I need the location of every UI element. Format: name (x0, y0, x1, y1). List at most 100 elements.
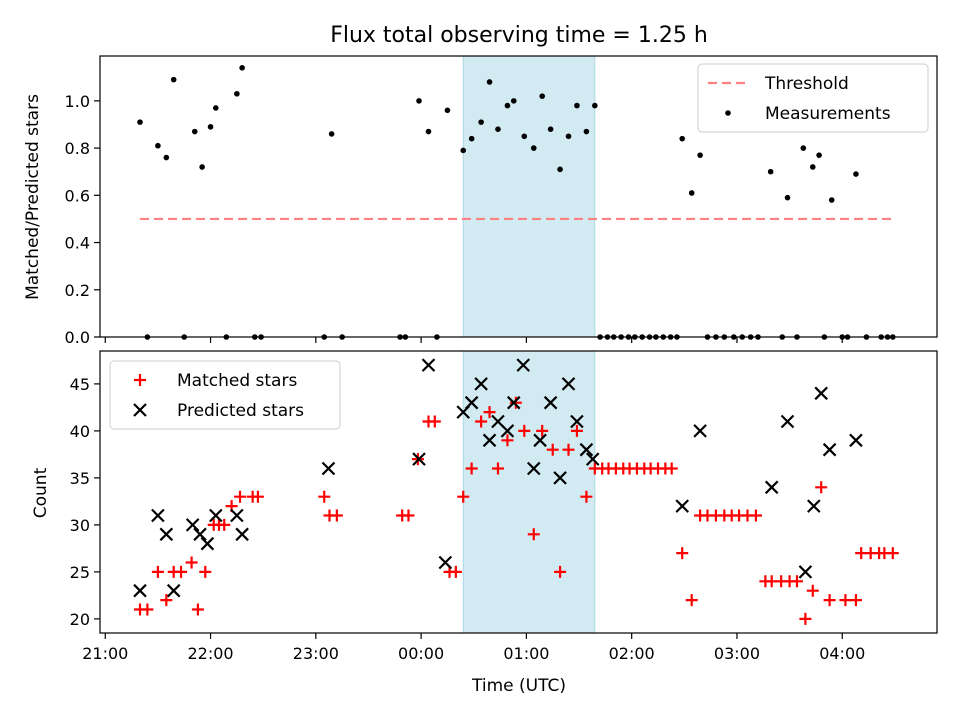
matched-star-point (501, 434, 514, 447)
matched-star-point (562, 443, 575, 456)
predicted-star-point (764, 480, 779, 495)
measurement-point (547, 126, 554, 133)
matched-star-point (518, 424, 531, 437)
legend-box (697, 63, 929, 133)
panel-counts: 20 25 30 35 40 45 21:00 22:00 23:00 00:00 01:00 02:… (70, 350, 938, 663)
predicted-star-point (321, 461, 336, 476)
legend-measurements-label: Measurements (765, 104, 891, 124)
matched-star-point (457, 490, 470, 503)
measurement-point (809, 164, 816, 170)
predicted-star-point (209, 508, 223, 523)
measurement-point (800, 145, 807, 151)
measurement-point (853, 171, 859, 177)
y-tick-label: 35 (70, 469, 90, 488)
matched-star-point (402, 509, 415, 522)
matched-star-point (483, 406, 496, 419)
legend-box (109, 360, 341, 430)
chart-title: Flux total observing time = 1.25 h (330, 23, 708, 48)
matched-star-point (849, 594, 862, 607)
matched-star-point (475, 415, 488, 428)
predicted-star-point (438, 555, 453, 570)
legend-predicted-swatch (133, 403, 147, 417)
predicted-star-point (675, 499, 689, 513)
measurement-point (486, 79, 493, 85)
measurement-point (784, 194, 791, 201)
predicted-star-point (543, 395, 558, 410)
measurement-point (557, 166, 563, 173)
matched-star-point (749, 509, 762, 522)
measurement-point (767, 168, 774, 175)
matched-star-point (823, 594, 836, 607)
measurement-point (530, 145, 537, 151)
matched-star-point (527, 528, 540, 541)
matched-star-point (151, 565, 164, 578)
predicted-star-point (500, 424, 515, 438)
predicted-star-point (526, 461, 541, 476)
matched-star-point (554, 565, 567, 578)
observing-window-span (462, 350, 596, 634)
predicted-star-point (807, 499, 821, 513)
predicted-star-point (693, 424, 707, 438)
measurement-point (207, 124, 214, 130)
legend-predicted-label: Predicted stars (177, 401, 304, 421)
measurement-point (425, 128, 432, 135)
y-axis-label-count: Count (31, 467, 51, 518)
measurement-point (163, 154, 170, 161)
matched-star-point (676, 547, 689, 560)
y-tick-label: 45 (70, 375, 90, 394)
measurement-point (191, 128, 198, 135)
predicted-star-point (814, 386, 828, 401)
measurement-point (460, 147, 467, 154)
predicted-star-point (533, 433, 547, 448)
observing-window-span (462, 55, 596, 338)
axes-frame (99, 55, 938, 338)
matched-star-point (685, 594, 698, 607)
predicted-star-point (421, 358, 436, 372)
matched-star-point (790, 575, 803, 588)
x-axis-label: Time (UTC) (471, 676, 566, 696)
x-tick-label: 22:00 (187, 644, 233, 663)
matched-star-point (799, 612, 812, 625)
y-tick-label: 25 (70, 563, 90, 582)
x-tick-label: 23:00 (293, 644, 339, 663)
legend: Matched stars Predicted stars (109, 360, 341, 430)
measurement-point (504, 102, 511, 109)
measurement-point (444, 107, 451, 114)
measurement-point (574, 102, 580, 109)
measurement-point (565, 133, 572, 140)
matched-star-point (806, 584, 819, 597)
matched-star-point (546, 443, 559, 456)
y-tick-label: 0.2 (65, 281, 90, 300)
matched-star-point (815, 481, 828, 494)
measurement-point (592, 102, 598, 109)
measurement-point (239, 65, 245, 71)
predicted-star-point (412, 452, 426, 466)
measurement-point (478, 119, 484, 125)
matched-star-point (175, 565, 188, 578)
y-tick-label: 1.0 (65, 92, 90, 111)
matched-star-point (839, 594, 852, 607)
y-tick-label: 0.4 (65, 234, 90, 253)
measurement-point (137, 119, 143, 125)
measurement-point (328, 131, 335, 137)
measurement-point (521, 133, 528, 140)
matched-star-point (580, 490, 593, 503)
predicted-star-point (159, 527, 174, 542)
matched-star-point (449, 565, 462, 578)
matched-star-point (199, 565, 212, 578)
matched-star-point (234, 490, 247, 503)
predicted-star-point (193, 527, 207, 542)
matched-star-point (491, 462, 504, 475)
measurement-point (199, 164, 205, 170)
y-tick-label: 0.0 (65, 328, 90, 347)
measurement-point (495, 126, 501, 133)
axes-frame (99, 350, 938, 634)
legend-matched-swatch (134, 374, 146, 386)
predicted-star-point (579, 442, 594, 457)
measurement-point (697, 152, 703, 158)
x-tick-label: 21:00 (82, 644, 128, 663)
measurement-point (688, 190, 695, 196)
matched-star-point (509, 396, 522, 409)
measurement-point (583, 128, 590, 135)
